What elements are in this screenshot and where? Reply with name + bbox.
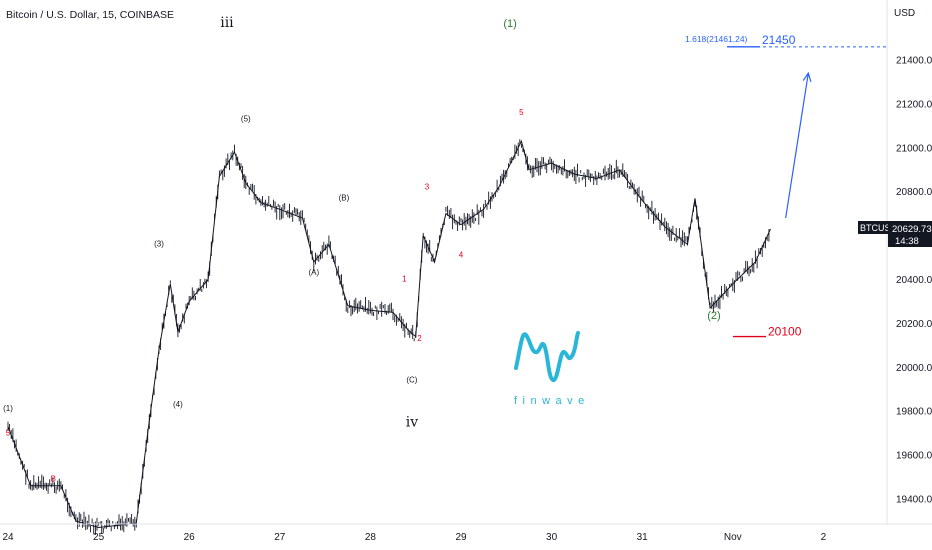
time-tick-label: 26: [184, 532, 196, 543]
price-tick-label: 19600.00: [896, 451, 932, 462]
chart-title: Bitcoin / U.S. Dollar, 15, COINBASE: [6, 9, 175, 21]
time-tick-label: Nov: [724, 532, 742, 543]
time-tick-label: 27: [274, 532, 286, 543]
projection-arrow-head: [802, 71, 812, 82]
finwave-logo: finwave: [514, 331, 590, 407]
wave-label: iv: [406, 415, 418, 431]
price-tick-label: 21200.00: [896, 99, 932, 110]
wave-label: 3: [425, 183, 430, 192]
time-tick-label: 24: [2, 532, 14, 543]
wave-label: 5: [6, 428, 11, 437]
wave-label: (2): [707, 310, 720, 322]
symbol-label: BTCUSD: [860, 223, 898, 233]
price-series: [7, 139, 771, 535]
wave-label: (4): [173, 400, 183, 409]
wave-label: 4: [459, 251, 464, 260]
price-line: [7, 139, 771, 529]
wave-label: (3): [154, 240, 164, 249]
wave-label: (1): [503, 18, 516, 30]
time-tick-label: 25: [93, 532, 105, 543]
price-tick-label: 21000.00: [896, 143, 932, 154]
time-tick-label: 28: [365, 532, 377, 543]
target-level-label: 21450: [762, 33, 796, 47]
last-price-value: 20629.73: [892, 224, 932, 235]
currency-label: USD: [894, 8, 915, 19]
logo-text: finwave: [514, 395, 590, 407]
price-tick-label: 20800.00: [896, 187, 932, 198]
wave-label: (C): [406, 376, 417, 385]
wave-labels: iii (1) (5) 5 (B) 3 (3) 4 (A) 1 (2) 2 (C) (4) iv (1) 5 B: [3, 15, 721, 483]
wave-label: B: [51, 474, 56, 483]
time-axis[interactable]: 24 25 26 27 28 29 30 31 Nov 2: [2, 532, 826, 543]
time-tick-label: 30: [546, 532, 558, 543]
stop-level-label: 20100: [768, 325, 802, 339]
wave-label: 2: [417, 334, 422, 343]
wave-label: (5): [241, 114, 251, 123]
wave-mark-icon: [514, 331, 580, 383]
fib-extension-label: 1.618(21461.24): [685, 34, 748, 44]
time-tick-label: 29: [455, 532, 467, 543]
time-tick-label: 2: [821, 532, 827, 543]
price-tick-label: 19800.00: [896, 407, 932, 418]
price-tick-label: 20000.00: [896, 363, 932, 374]
wave-label: (B): [339, 193, 350, 202]
price-tick-label: 20400.00: [896, 275, 932, 286]
price-axis[interactable]: 19400.00 19600.00 19800.00 20000.00 20200.00…: [896, 56, 932, 506]
price-tick-label: 20200.00: [896, 319, 932, 330]
wave-label: iii: [220, 15, 234, 31]
projection-arrow: [785, 73, 809, 219]
wave-label: (A): [308, 268, 319, 277]
last-price-tag[interactable]: BTCUSD 20629.73 14:38: [858, 221, 932, 247]
price-tick-label: 21400.00: [896, 56, 932, 67]
wave-label: 5: [519, 108, 524, 117]
wave-label: (1): [3, 404, 13, 413]
levels: 1.618(21461.24) 21450 20100: [685, 33, 887, 339]
wave-label: 1: [402, 275, 407, 284]
countdown-value: 14:38: [895, 236, 919, 247]
price-tick-label: 19400.00: [896, 495, 932, 506]
time-tick-label: 31: [637, 532, 649, 543]
